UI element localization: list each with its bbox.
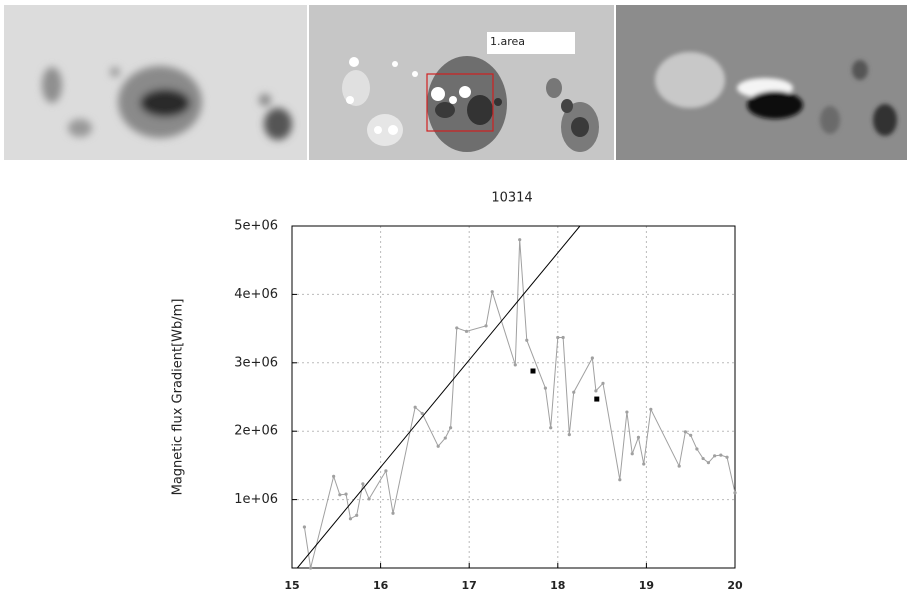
data-point — [464, 329, 469, 333]
data-point — [649, 407, 653, 411]
y-tick-label: 5e+06 — [234, 219, 278, 234]
data-point — [618, 478, 622, 482]
y-tick-label: 1e+06 — [234, 492, 278, 507]
data-point — [384, 469, 388, 473]
data-point — [733, 491, 737, 495]
x-tick-label: 17 — [462, 579, 477, 592]
data-point — [367, 497, 371, 501]
data-point — [642, 462, 646, 466]
data-point — [344, 492, 348, 496]
data-point — [567, 433, 571, 437]
data-point — [701, 456, 705, 461]
data-point — [590, 356, 594, 360]
data-point — [484, 324, 488, 328]
data-point — [594, 389, 598, 393]
data-point — [355, 513, 359, 517]
y-tick-label: 3e+06 — [234, 355, 278, 370]
data-point — [332, 474, 336, 478]
data-point — [338, 493, 342, 497]
data-point — [361, 482, 365, 486]
data-point — [348, 517, 353, 521]
data-point — [436, 444, 440, 448]
data-point — [302, 525, 307, 529]
data-marker — [530, 368, 536, 374]
data-point — [490, 290, 494, 294]
x-tick-label: 16 — [373, 579, 389, 592]
x-tick-label: 15 — [284, 579, 299, 592]
data-point — [518, 238, 522, 242]
plot-frame — [291, 225, 736, 569]
data-point — [513, 363, 517, 367]
data-point — [625, 410, 629, 414]
series-line — [303, 239, 735, 568]
data-point — [309, 566, 313, 570]
data-point — [719, 453, 723, 457]
data-point — [695, 447, 699, 451]
data-point — [413, 405, 417, 409]
data-point — [455, 326, 459, 330]
data-point — [391, 511, 395, 515]
y-axis-label: Magnetic flux Gradient[Wb/m] — [171, 299, 186, 496]
data-point — [525, 338, 529, 342]
data-point — [713, 454, 717, 458]
x-tick-label: 19 — [639, 579, 654, 592]
data-point — [543, 386, 547, 390]
data-point — [561, 335, 565, 340]
data-point — [420, 411, 424, 416]
x-tick-label: 18 — [550, 579, 565, 592]
x-tick-label: 20 — [727, 579, 743, 592]
y-tick-label: 4e+06 — [234, 287, 278, 302]
data-point — [683, 430, 687, 434]
data-marker — [594, 396, 600, 402]
data-point — [636, 435, 641, 439]
data-point — [706, 461, 711, 465]
y-tick-label: 2e+06 — [234, 424, 278, 439]
data-point — [601, 381, 605, 385]
data-point — [725, 455, 729, 459]
chart-title: 10314 — [491, 191, 532, 206]
series-line — [296, 226, 581, 568]
magnetogram-image — [616, 5, 907, 160]
area-label: 1.area — [490, 35, 525, 48]
data-point — [549, 426, 553, 430]
data-point — [443, 436, 447, 440]
continuum-image — [4, 5, 307, 160]
data-point — [572, 390, 576, 394]
data-point — [689, 433, 693, 437]
data-point — [448, 426, 453, 430]
data-point — [556, 335, 560, 340]
area-map: 1.area — [309, 5, 614, 160]
data-point — [630, 452, 634, 456]
data-point — [677, 464, 681, 468]
